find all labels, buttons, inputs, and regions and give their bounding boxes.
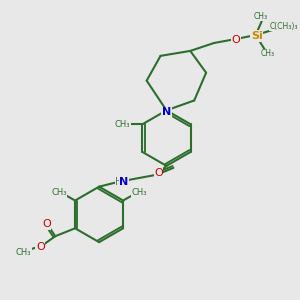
Text: C(CH₃)₃: C(CH₃)₃: [269, 22, 298, 31]
Text: CH₃: CH₃: [131, 188, 147, 197]
Text: O: O: [154, 168, 163, 178]
Text: Si: Si: [251, 31, 262, 41]
Text: N: N: [119, 177, 128, 187]
Text: CH₃: CH₃: [52, 188, 67, 197]
Text: CH₃: CH₃: [254, 12, 268, 21]
Text: O: O: [42, 219, 51, 229]
Text: N: N: [162, 107, 171, 117]
Text: CH₃: CH₃: [260, 50, 274, 58]
Text: CH₃: CH₃: [16, 248, 31, 256]
Text: H: H: [115, 177, 123, 187]
Text: O: O: [36, 242, 45, 252]
Text: CH₃: CH₃: [115, 120, 130, 129]
Text: O: O: [232, 35, 240, 45]
